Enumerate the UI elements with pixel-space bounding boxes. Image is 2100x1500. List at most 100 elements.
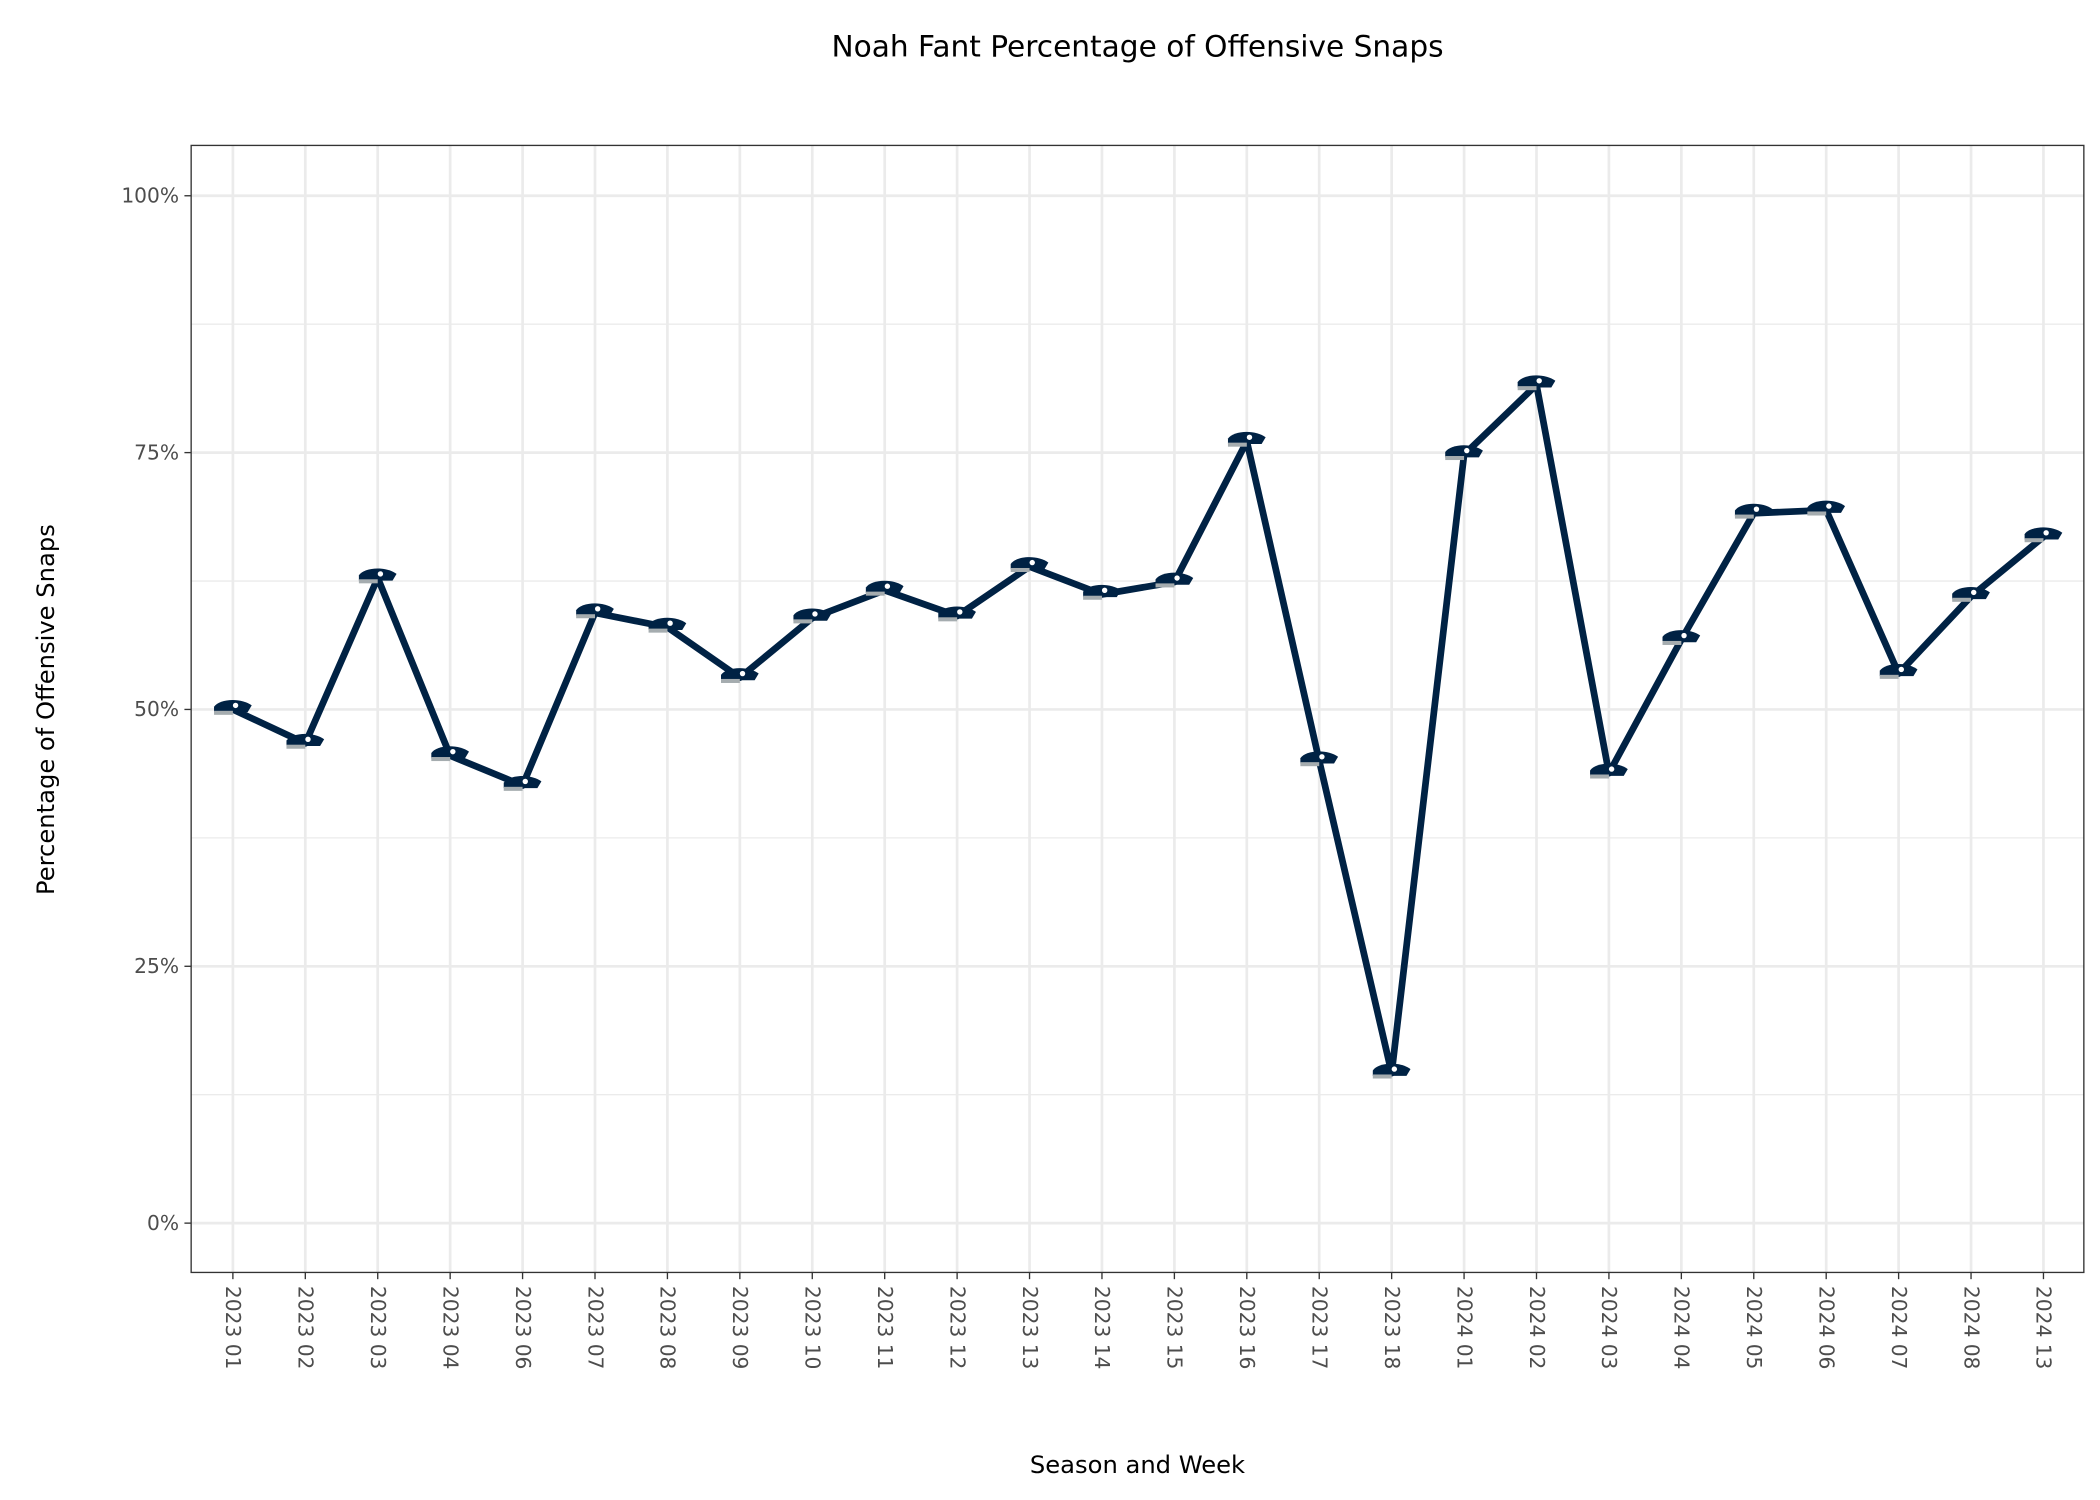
series-line <box>231 381 2046 1077</box>
logo-eye-shape <box>1029 559 1035 566</box>
chart-title: Noah Fant Percentage of Offensive Snaps <box>831 30 1443 64</box>
y-tick-label: 100% <box>121 183 179 207</box>
logo-eye-shape <box>1464 447 1470 454</box>
seahawks-logo-icon <box>648 617 687 633</box>
logo-accent-shape <box>576 614 595 619</box>
logo-eye-shape <box>1753 506 1760 512</box>
logo-head-shape <box>1010 557 1049 570</box>
logo-head-shape <box>1517 375 1556 388</box>
seahawks-logo-icon <box>1734 503 1773 519</box>
logo-eye-shape <box>957 609 963 615</box>
logo-eye-shape <box>232 702 239 709</box>
y-axis-title: Percentage of Offensive Snaps <box>32 524 60 895</box>
logo-accent-shape <box>503 786 523 791</box>
logo-head-shape <box>2024 527 2063 540</box>
seahawks-logo-icon <box>1807 500 1846 516</box>
x-tick-label: 2023 15 <box>1163 1286 1187 1369</box>
x-tick-label: 2023 04 <box>438 1286 462 1369</box>
series-line-group <box>231 381 2046 1077</box>
seahawks-logo-icon <box>1372 1063 1411 1079</box>
logo-head-shape <box>503 776 542 789</box>
logo-head-shape <box>1807 500 1846 513</box>
y-tick-label: 25% <box>134 954 179 978</box>
seahawks-logo-icon <box>2024 527 2063 543</box>
x-tick-label: 2023 02 <box>294 1286 318 1369</box>
logo-head-shape <box>1662 630 1701 643</box>
logo-head-shape <box>1155 572 1194 585</box>
x-tick-label: 2024 13 <box>2032 1286 2056 1369</box>
logo-accent-shape <box>1590 774 1609 779</box>
x-tick-label: 2023 11 <box>873 1286 897 1369</box>
logo-eye-shape <box>377 571 384 577</box>
seahawks-logo-icon <box>1300 751 1339 767</box>
logo-head-shape <box>793 608 832 621</box>
x-tick-label: 2023 08 <box>656 1286 680 1369</box>
logo-accent-shape <box>648 628 668 633</box>
x-tick-label: 2023 01 <box>221 1286 245 1369</box>
logo-head-shape <box>576 603 614 616</box>
seahawks-logo-icon <box>865 580 904 596</box>
seahawks-logo-icon <box>1879 664 1918 679</box>
logo-eye-shape <box>667 620 673 626</box>
x-tick-label: 2023 14 <box>1090 1286 1114 1369</box>
logo-head-shape <box>865 580 904 593</box>
x-tick-label: 2023 16 <box>1235 1286 1259 1369</box>
logo-eye-shape <box>595 606 601 612</box>
x-tick-label: 2024 03 <box>1597 1286 1621 1369</box>
x-tick-label: 2023 12 <box>945 1286 969 1369</box>
seahawks-logo-icon <box>793 608 832 624</box>
logo-accent-shape <box>1300 762 1320 767</box>
logo-eye-shape <box>1246 434 1253 440</box>
logo-head-shape <box>1227 431 1266 444</box>
logo-accent-shape <box>1372 1074 1392 1079</box>
logo-head-shape <box>1590 763 1628 776</box>
logo-accent-shape <box>1734 514 1754 519</box>
logo-head-shape <box>1952 586 1990 600</box>
logo-head-shape <box>431 746 469 759</box>
x-tick-label: 2023 09 <box>728 1286 752 1369</box>
logo-eye-shape <box>884 583 891 589</box>
seahawks-logo-icon <box>431 746 469 762</box>
seahawks-logo-icon <box>1010 557 1049 573</box>
logo-head-shape <box>214 699 252 713</box>
logo-accent-shape <box>1807 511 1827 516</box>
logo-eye-shape <box>1971 589 1977 596</box>
x-tick-label: 2024 05 <box>1742 1286 1766 1369</box>
logo-eye-shape <box>1101 587 1108 594</box>
y-tick-label: 0% <box>147 1211 179 1235</box>
logo-accent-shape <box>358 579 378 584</box>
logo-eye-shape <box>1319 754 1325 760</box>
seahawks-logo-icon <box>503 776 542 791</box>
x-tick-label: 2023 18 <box>1380 1286 1404 1369</box>
x-tick-label: 2024 07 <box>1887 1286 1911 1369</box>
logo-accent-shape <box>1155 583 1175 588</box>
logo-head-shape <box>1879 664 1918 677</box>
logo-head-shape <box>1445 445 1483 458</box>
logo-eye-shape <box>1681 632 1687 639</box>
x-tick-label: 2023 03 <box>366 1286 390 1369</box>
seahawks-logo-icon <box>214 699 252 715</box>
logo-accent-shape <box>1952 597 1972 602</box>
grid <box>191 145 2084 1273</box>
logo-eye-shape <box>305 736 311 743</box>
logo-head-shape <box>358 568 397 581</box>
y-axis: 0% 25% 50% 75% 100% <box>121 183 192 1235</box>
x-tick-label: 2023 13 <box>1018 1286 1042 1369</box>
seahawks-logo-icon <box>1155 572 1194 588</box>
x-axis: 2023 01 2023 02 2023 03 2023 04 2023 06 2023 … <box>221 1272 2056 1369</box>
logo-accent-shape <box>1879 674 1899 679</box>
seahawks-logo-icon <box>1445 445 1483 461</box>
seahawks-logo-icon <box>358 568 397 584</box>
logo-eye-shape <box>1608 766 1615 772</box>
logo-head-shape <box>1300 751 1339 764</box>
seahawks-logo-icon <box>1952 586 1990 602</box>
logo-eye-shape <box>1174 575 1180 581</box>
logo-eye-shape <box>2043 530 2049 536</box>
logo-accent-shape <box>1083 595 1102 600</box>
logo-head-shape <box>1372 1063 1411 1076</box>
logo-accent-shape <box>214 710 233 715</box>
logo-accent-shape <box>720 678 740 683</box>
marker-group <box>214 375 2063 1079</box>
y-tick-label: 75% <box>134 440 179 464</box>
y-tick-label: 50% <box>134 697 179 721</box>
